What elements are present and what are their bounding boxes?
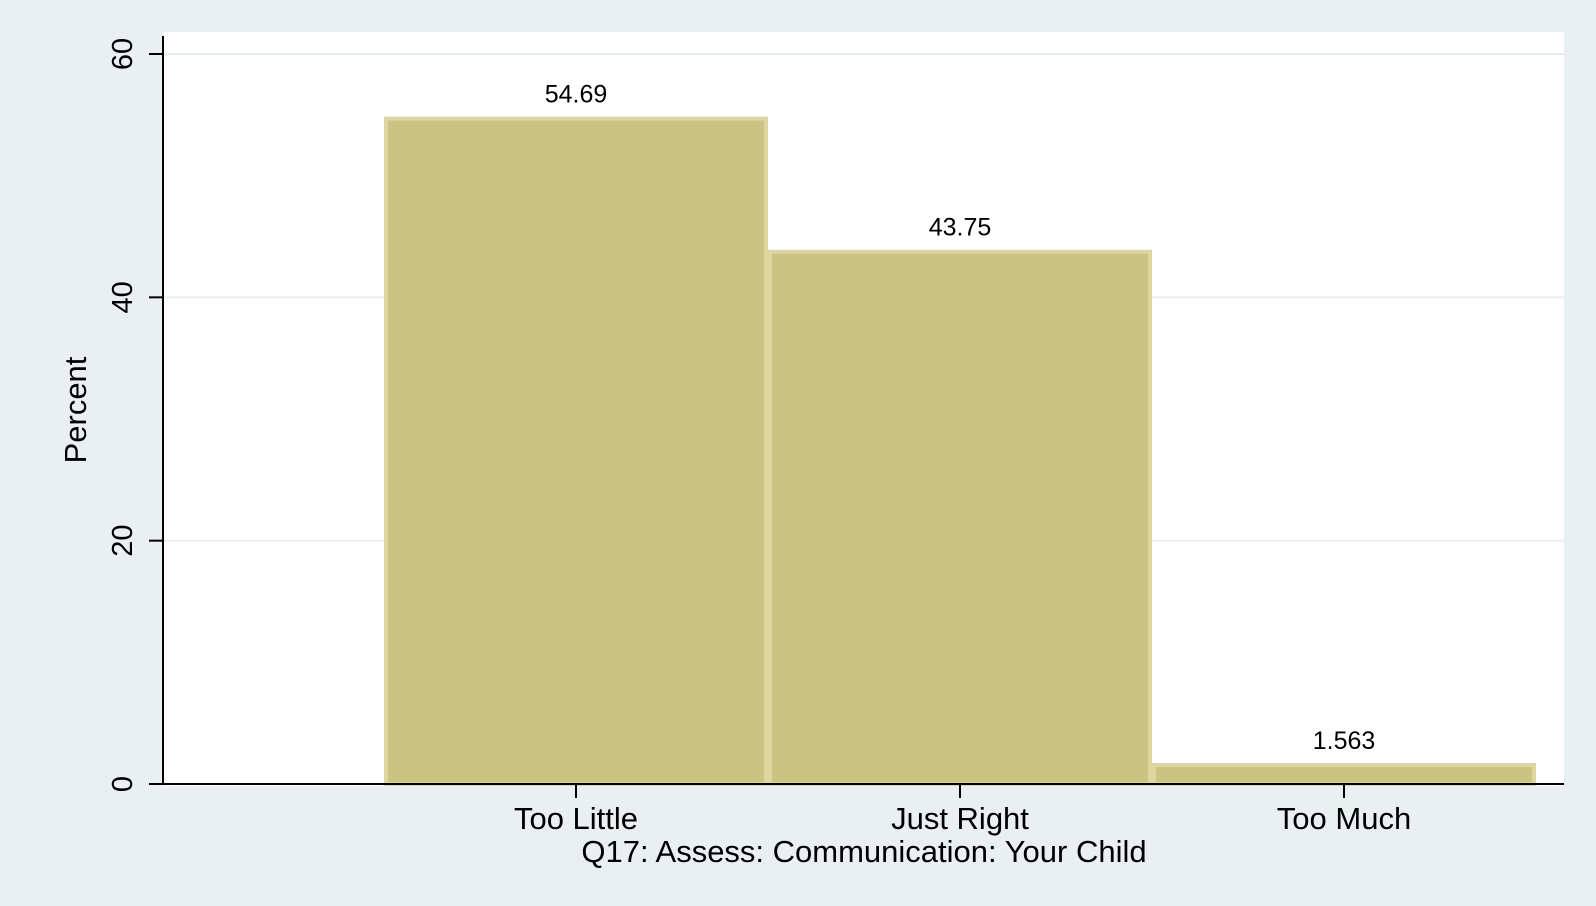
x-tick-label: Just Right [891, 801, 1029, 836]
x-axis-ticks: Too Little Just Right Too Much [514, 784, 1411, 836]
y-tick-label: 60 [107, 38, 139, 70]
x-tick-label: Too Much [1277, 801, 1411, 836]
bar-value-labels: 54.69 43.75 1.563 [545, 81, 1376, 755]
bars [384, 116, 1536, 787]
bar-value-label: 1.563 [1313, 727, 1376, 755]
x-axis-title: Q17: Assess: Communication: Your Child [581, 834, 1146, 869]
bar [1152, 762, 1536, 787]
y-tick-label: 20 [107, 525, 139, 557]
bar-value-label: 43.75 [929, 214, 992, 242]
axes [149, 36, 1564, 785]
bar [384, 116, 768, 787]
y-tick-label: 40 [107, 281, 139, 313]
x-tick-label: Too Little [514, 801, 638, 836]
bar-value-label: 54.69 [545, 81, 608, 109]
y-tick-label: 0 [107, 776, 139, 792]
bar [768, 249, 1152, 787]
y-axis-ticks: 0 20 40 60 [107, 38, 163, 792]
y-axis-title: Percent [58, 356, 93, 463]
